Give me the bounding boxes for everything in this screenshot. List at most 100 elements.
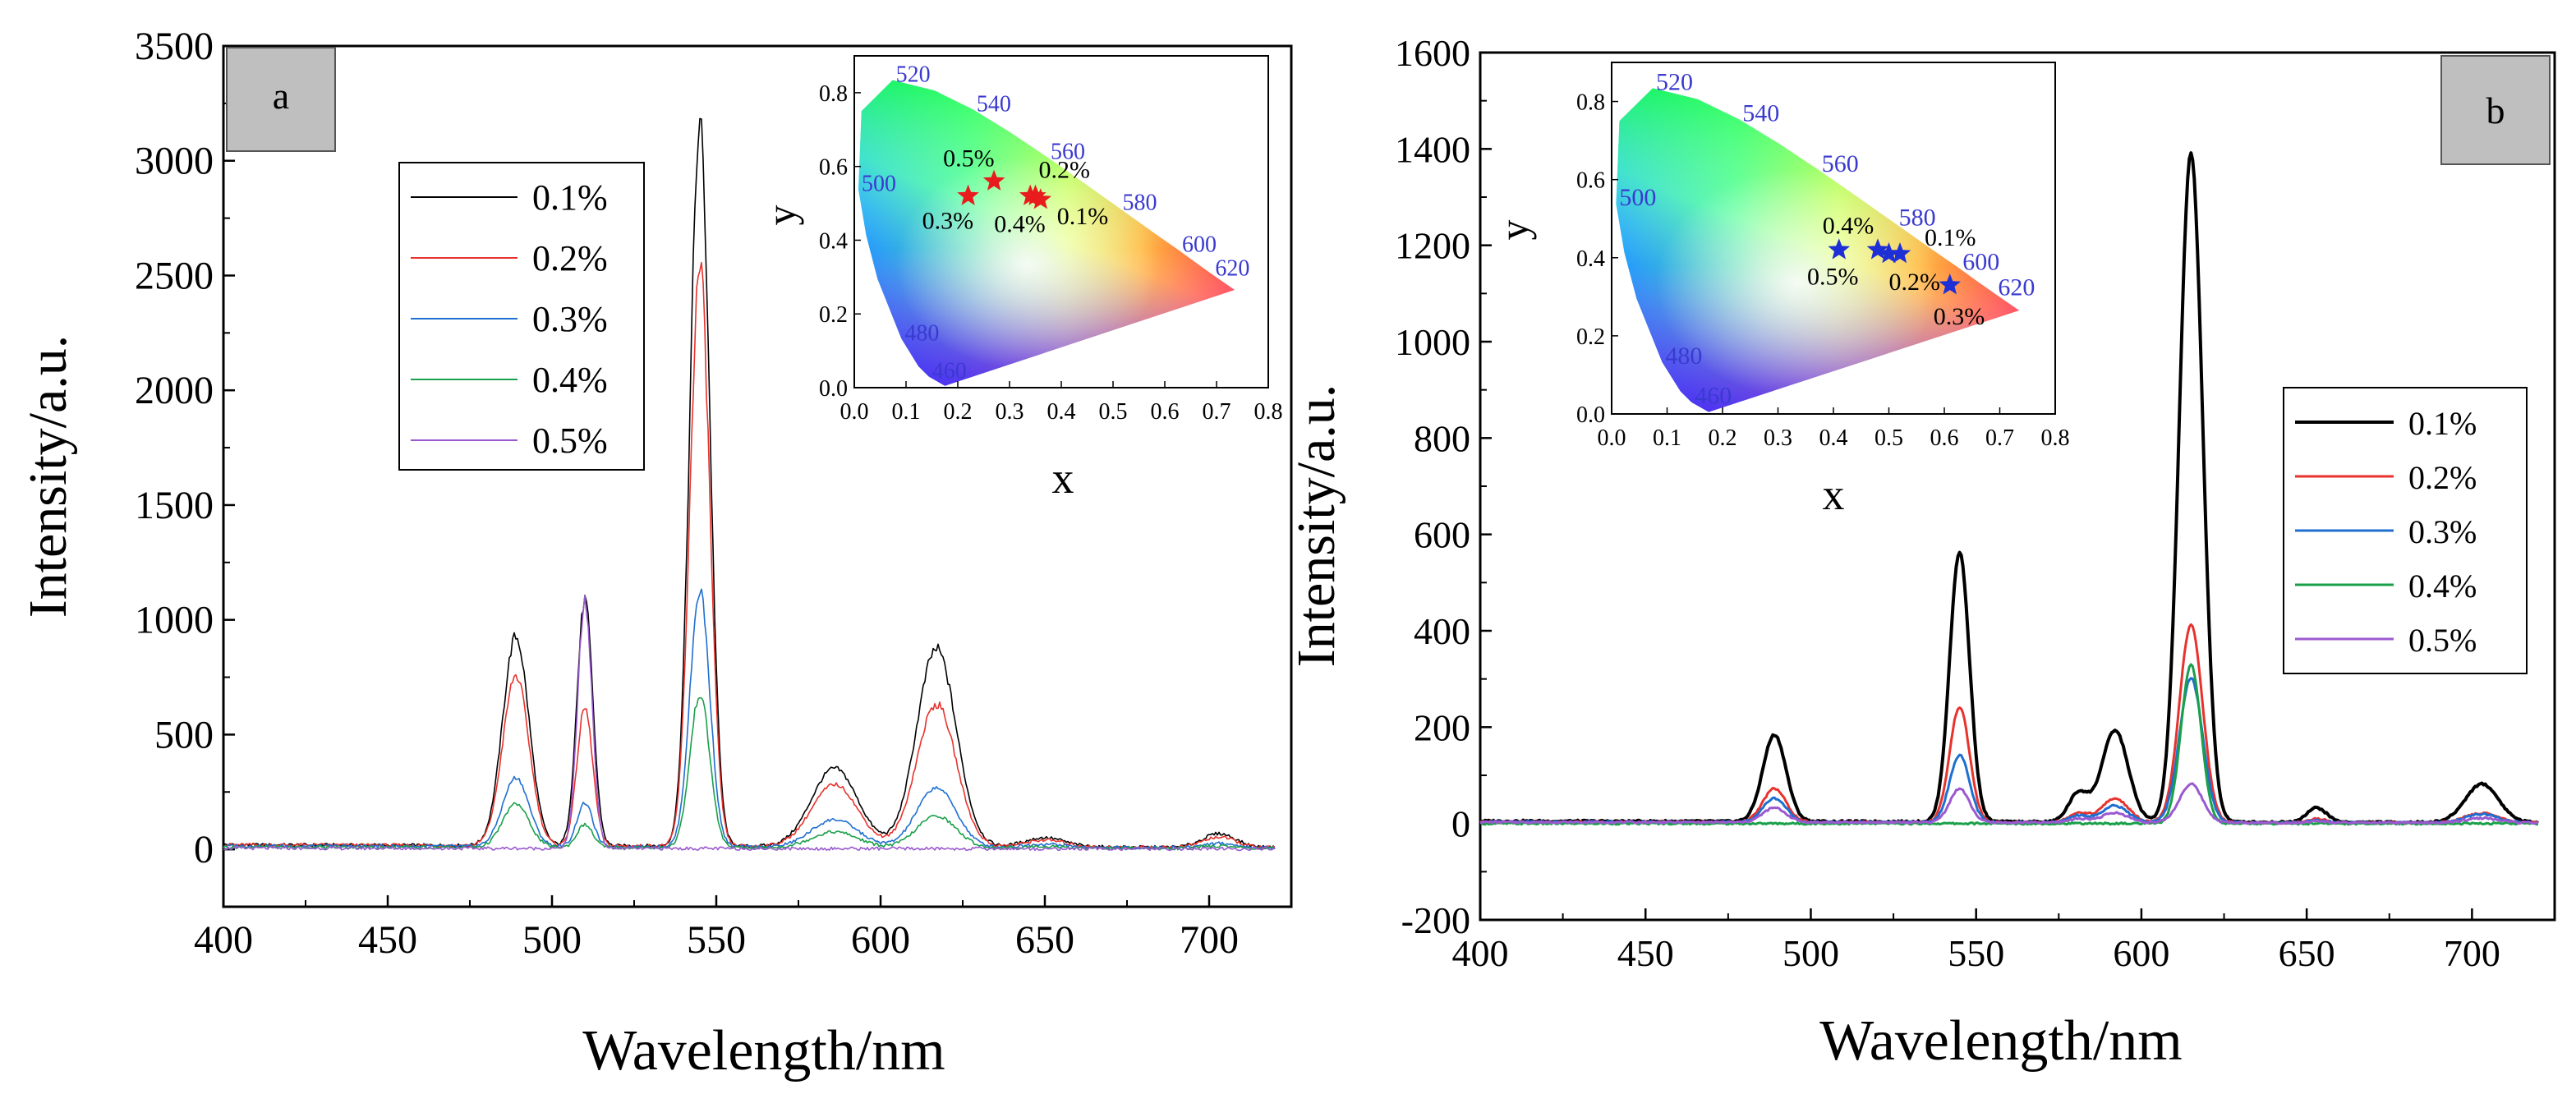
x-tick-label: 400 (194, 918, 253, 962)
legend-label: 0.1% (2408, 405, 2477, 442)
inset-wavelength-label: 580 (1123, 190, 1157, 215)
y-tick-label: 600 (1414, 514, 1470, 556)
inset-x-tick-label: 0.5 (1099, 399, 1128, 425)
panel-a-x-axis-label: Wavelength/nm (582, 1019, 945, 1083)
y-tick-label: 3500 (135, 25, 214, 68)
inset-x-tick-label: 0.8 (2041, 425, 2070, 451)
inset-point-label: 0.1% (1925, 224, 1976, 251)
panel-a: 400 450 500 550 600 650 700 0 500 1000 1500 2000 250… (18, 25, 1293, 1083)
y-tick-label: 1500 (135, 484, 214, 527)
inset-wavelength-label: 620 (1998, 274, 2035, 301)
inset-y-tick-label: 0.4 (819, 228, 848, 254)
x-tick-label: 650 (2279, 932, 2335, 974)
panel-b-x-axis-label: Wavelength/nm (1819, 1009, 2182, 1073)
inset-wavelength-label: 460 (932, 359, 967, 384)
panel-b-legend: 0.1% 0.2% 0.3% 0.4% 0.5% (2283, 387, 2528, 674)
x-tick-label: 550 (687, 918, 746, 962)
cie-gamut-white (1616, 88, 2020, 412)
panel-a-grid-ticks: 400 450 500 550 600 650 700 0 500 1000 1500 2000 250… (135, 25, 1239, 962)
inset-x-tick-label: 0.8 (1254, 399, 1283, 425)
y-tick-label: 500 (154, 713, 214, 756)
inset-x-tick-label: 0.1 (1653, 425, 1681, 451)
inset-wavelength-label: 600 (1962, 249, 1999, 276)
inset-point-star (1019, 184, 1042, 205)
inset-wavelength-label: 560 (1822, 150, 1859, 177)
inset-point-star (1888, 242, 1911, 264)
inset-x-tick-label: 0.6 (1930, 425, 1959, 451)
inset-x-tick-label: 0.7 (1985, 425, 2014, 451)
legend-label: 0.4% (2408, 568, 2477, 604)
y-tick-label: 400 (1414, 610, 1470, 652)
inset-point-label: 0.2% (1889, 269, 1941, 296)
inset-wavelength-label: 600 (1182, 232, 1217, 258)
inset-wavelength-label: 460 (1695, 383, 1732, 410)
inset-x-tick-label: 0.3 (1764, 425, 1792, 451)
panel-a-inset: y x 0.0 0.1 0.2 0.3 0.4 0.5 0.6 0.7 0.8 0.0 0.2 0.4… (758, 55, 1283, 503)
legend-label: 0.2% (532, 238, 608, 278)
panel-a-series (223, 117, 1276, 852)
inset-y-tick-label: 0.8 (1576, 90, 1605, 116)
inset-x-tick-label: 0.5 (1874, 425, 1903, 451)
legend-label: 0.1% (532, 177, 608, 218)
inset-point-label: 0.1% (1057, 203, 1109, 230)
inset-y-tick-label: 0.2 (819, 302, 848, 328)
legend-label: 0.3% (532, 299, 608, 339)
y-tick-label: 0 (1451, 803, 1470, 845)
panel-b-series (1479, 151, 2539, 826)
inset-point-label: 0.4% (994, 211, 1046, 238)
inset-x-tick-label: 0.0 (840, 399, 869, 425)
panel-a-y-axis-label: Intensity/a.u. (18, 335, 78, 618)
inset-point-star (1828, 238, 1851, 260)
panel-a-inset-x-label: x (1052, 453, 1074, 503)
inset-frame-border (1611, 62, 2056, 415)
inset-x-tick-label: 0.1 (892, 399, 921, 425)
inset-y-tick-label: 0.2 (1576, 324, 1605, 350)
y-tick-label: 1200 (1395, 225, 1470, 267)
x-tick-label: 500 (522, 918, 582, 962)
panel-a-label-box: a (226, 47, 336, 152)
inset-wavelength-label: 500 (1619, 184, 1656, 211)
inset-point-star (1029, 188, 1052, 209)
legend-label: 0.5% (532, 421, 608, 461)
inset-y-tick-label: 0.4 (1576, 246, 1605, 272)
inset-wavelength-label: 480 (904, 320, 939, 346)
inset-point-star (1866, 238, 1889, 260)
inset-wavelength-label: 480 (1665, 342, 1702, 370)
x-tick-label: 500 (1782, 932, 1839, 974)
y-tick-label: 1600 (1395, 32, 1470, 74)
x-tick-label: 700 (1180, 918, 1239, 962)
inset-point-label: 0.2% (1039, 157, 1091, 184)
panel-b-label: b (2486, 90, 2505, 131)
inset-point-label: 0.4% (1823, 212, 1874, 239)
y-tick-label: 1000 (135, 599, 214, 642)
inset-point-star (982, 169, 1005, 191)
x-tick-label: 550 (1948, 932, 2004, 974)
inset-point-label: 0.3% (1934, 303, 1985, 330)
inset-x-tick-label: 0.3 (996, 399, 1024, 425)
inset-point-label: 0.3% (922, 208, 974, 235)
series-line-0.5% (223, 595, 1276, 852)
x-tick-label: 650 (1015, 918, 1074, 962)
legend-label: 0.4% (532, 360, 608, 400)
inset-wavelength-label: 500 (862, 171, 896, 196)
x-tick-label: 450 (358, 918, 417, 962)
y-tick-label: 1400 (1395, 128, 1470, 170)
y-tick-label: 2500 (135, 254, 214, 297)
y-tick-label: 2000 (135, 369, 214, 412)
inset-point-star (957, 184, 979, 205)
panel-b-grid-ticks: 400 450 500 550 600 650 700 -200 0 200 400 600 800 10… (1395, 32, 2500, 974)
y-tick-label: 1000 (1395, 321, 1470, 363)
y-tick-label: 0 (194, 828, 214, 871)
y-tick-label: 800 (1414, 417, 1470, 459)
inset-x-tick-label: 0.7 (1203, 399, 1231, 425)
inset-x-tick-label: 0.2 (944, 399, 973, 425)
inset-y-tick-label: 0.8 (819, 81, 848, 107)
inset-wavelength-label: 520 (896, 62, 931, 88)
x-tick-label: 700 (2444, 932, 2500, 974)
inset-wavelength-label: 520 (1656, 68, 1693, 95)
series-line-0.5% (1480, 782, 2538, 825)
inset-x-tick-label: 0.4 (1819, 425, 1848, 451)
inset-point-star (1939, 274, 1962, 295)
inset-frame-border (853, 55, 1269, 388)
